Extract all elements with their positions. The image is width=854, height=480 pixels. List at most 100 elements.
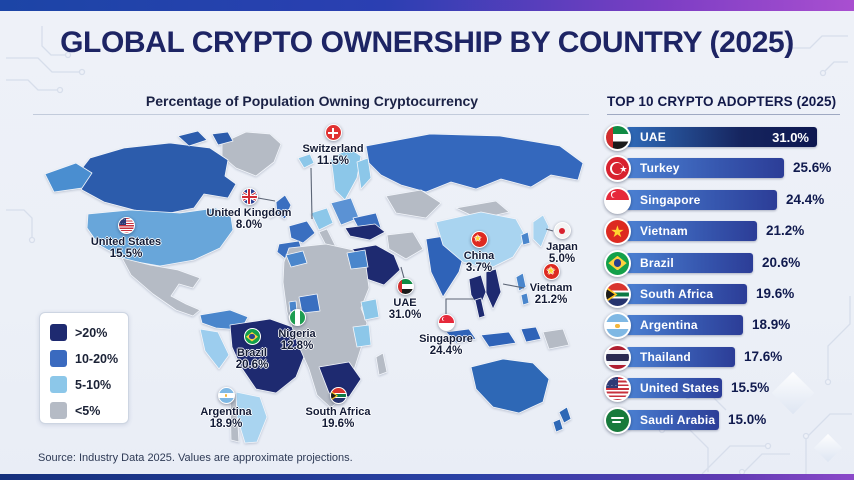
country-vietnam	[485, 268, 502, 310]
thailand-flag-icon	[604, 343, 631, 371]
region-alaska	[44, 162, 93, 193]
map-legend: >20% 10-20% 5-10% <5%	[39, 312, 129, 424]
bottom-accent-bar	[0, 474, 854, 480]
united-kingdom-flag-icon	[240, 188, 258, 206]
rank-value: 19.6%	[756, 286, 795, 301]
map-callout-value: 31.0%	[388, 309, 422, 322]
rank-row-brazil: Brazil 20.6%	[604, 249, 854, 277]
legend-swatch	[50, 376, 67, 393]
country-russia	[365, 133, 584, 193]
country-papua-new-guinea	[542, 328, 570, 350]
source-note: Source: Industry Data 2025. Values are a…	[38, 452, 353, 464]
map-callout-japan: Japan 5.0%	[514, 222, 610, 266]
argentina-flag-icon	[217, 387, 235, 405]
brazil-flag-icon	[604, 249, 631, 277]
map-callout-nigeria: Nigeria 12.8%	[249, 309, 345, 353]
rank-row-united-states: United States 15.5%	[604, 375, 854, 403]
map-callout-value: 8.0%	[235, 219, 263, 232]
uae-flag-icon	[396, 278, 414, 296]
map-callout-country: United States	[90, 235, 162, 248]
country-australia	[470, 358, 550, 414]
map-callout-country: United Kingdom	[206, 206, 292, 219]
region-east-africa	[352, 324, 372, 348]
map-callout-country: Vietnam	[529, 281, 573, 294]
legend-swatch	[50, 350, 67, 367]
rank-row-thailand: Thailand 17.6%	[604, 343, 854, 371]
map-callout-country: UAE	[393, 296, 417, 309]
uae-flag-icon	[604, 124, 631, 151]
map-callout-country: Brazil	[237, 346, 267, 359]
nigeria-flag-icon	[288, 309, 306, 327]
rank-bar: UAE 31.0%	[627, 127, 817, 147]
south-africa-flag-icon	[329, 387, 347, 405]
country-argentina	[235, 391, 268, 444]
rank-country: Thailand	[640, 349, 691, 364]
country-morocco	[285, 250, 308, 268]
map-callout-country: China	[463, 249, 495, 262]
legend-label: >20%	[75, 325, 108, 340]
map-callout-vietnam: ★ Vietnam 21.2%	[503, 263, 599, 307]
country-canada-islands	[177, 130, 234, 147]
country-kazakhstan	[385, 189, 442, 219]
rank-value: 21.2%	[766, 223, 805, 239]
south-africa-flag-icon	[604, 281, 631, 308]
rank-bar: Thailand	[627, 346, 735, 367]
map-callout-value: 19.6%	[321, 418, 355, 431]
legend-swatch	[50, 324, 67, 341]
country-ireland	[267, 205, 277, 219]
map-callout-switzerland: Switzerland 11.5%	[285, 124, 381, 168]
rank-country: Saudi Arabia	[640, 412, 716, 427]
rank-country: Argentina	[640, 318, 698, 333]
map-callout-value: 5.0%	[548, 253, 576, 266]
map-callout-singapore: Singapore 24.4%	[398, 314, 494, 358]
argentina-flag-icon	[604, 312, 631, 340]
country-peru	[199, 328, 230, 370]
top-accent-bar	[0, 0, 854, 11]
vietnam-flag-icon: ★	[604, 218, 631, 246]
map-callout-value: 24.4%	[429, 345, 463, 358]
country-nigeria	[298, 293, 321, 314]
country-turkey	[344, 223, 386, 241]
vietnam-flag-icon: ★	[542, 263, 560, 281]
singapore-flag-icon	[437, 314, 455, 332]
country-mexico-central-america	[121, 257, 201, 317]
map-callout-country: Nigeria	[278, 327, 316, 340]
rank-row-argentina: Argentina 18.9%	[604, 312, 854, 340]
ranking-rows: UAE 31.0% ★ Turkey 25.6% Singapore 24.4% ★ Vietn…	[604, 124, 854, 444]
china-flag-icon: ★	[470, 231, 488, 249]
map-callout-value: 12.8%	[280, 340, 314, 353]
rank-bar: Turkey	[627, 158, 784, 179]
legend-swatch	[50, 402, 67, 419]
united-states-flag-icon	[604, 375, 631, 403]
united-states-flag-icon	[117, 217, 135, 235]
rank-row-uae: UAE 31.0%	[604, 124, 854, 151]
rank-value: 15.5%	[731, 380, 770, 396]
map-callout-country: Switzerland	[302, 142, 364, 155]
saudi-arabia-flag-icon	[604, 406, 631, 434]
rank-bar: United States	[627, 378, 722, 399]
ranking-title-divider	[607, 114, 840, 115]
rank-country: South Africa	[640, 287, 714, 301]
ranking-title: TOP 10 CRYPTO ADOPTERS (2025)	[607, 94, 837, 109]
rank-country: United States	[640, 381, 720, 396]
switzerland-flag-icon	[324, 124, 342, 142]
map-section-title: Percentage of Population Owning Cryptocu…	[145, 93, 479, 109]
rank-row-singapore: Singapore 24.4%	[604, 186, 854, 214]
map-callout-value: 21.2%	[534, 294, 568, 307]
rank-row-vietnam: ★ Vietnam 21.2%	[604, 218, 854, 246]
region-scandinavia	[330, 147, 362, 201]
rank-bar: Singapore	[627, 189, 777, 210]
country-indonesia	[445, 326, 542, 348]
rank-country: UAE	[640, 130, 666, 144]
rank-country: Brazil	[640, 255, 674, 270]
map-callout-country: Argentina	[200, 405, 252, 418]
legend-label: 5-10%	[75, 377, 112, 392]
rank-bar: Vietnam	[627, 221, 757, 242]
map-callout-china: ★ China 3.7%	[431, 231, 527, 275]
map-callout-united-states: United States 15.5%	[78, 217, 174, 261]
rank-country: Singapore	[640, 192, 701, 207]
rank-value: 15.0%	[728, 411, 767, 427]
map-callout-country: Singapore	[419, 332, 473, 345]
legend-item: 10-20%	[50, 346, 128, 371]
legend-item: <5%	[50, 398, 128, 423]
